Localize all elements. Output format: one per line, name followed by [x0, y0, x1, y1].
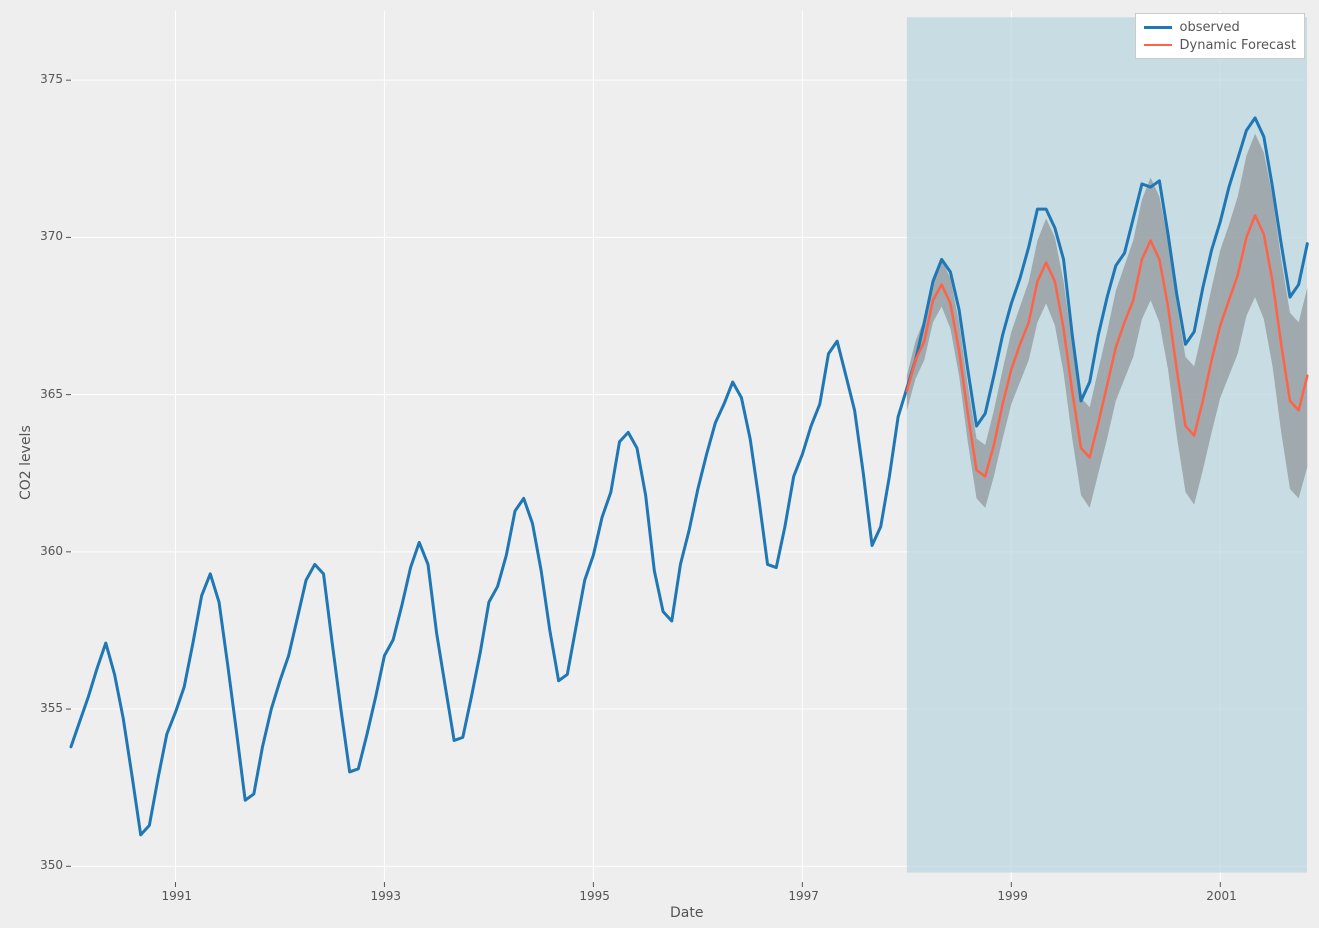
y-axis-label: CO2 levels: [18, 425, 34, 500]
x-tick-label: 1991: [161, 889, 192, 903]
y-tick-label: 350: [40, 858, 63, 872]
legend-item: Dynamic Forecast: [1144, 36, 1296, 54]
legend-label: observed: [1180, 20, 1240, 35]
y-tick-label: 370: [40, 229, 63, 243]
x-tick-label: 1995: [579, 889, 610, 903]
x-axis-label: Date: [670, 905, 703, 921]
legend-item: observed: [1144, 18, 1296, 36]
x-tick-label: 1997: [788, 889, 819, 903]
y-tick-label: 355: [40, 701, 63, 715]
x-tick-label: 2001: [1206, 889, 1237, 903]
legend-label: Dynamic Forecast: [1180, 38, 1296, 53]
y-tick-label: 360: [40, 544, 63, 558]
y-tick-label: 365: [40, 387, 63, 401]
legend-swatch: [1144, 26, 1172, 29]
chart-legend: observed Dynamic Forecast: [1135, 13, 1305, 59]
x-tick-label: 1993: [370, 889, 401, 903]
chart-svg: [0, 0, 1319, 928]
legend-swatch: [1144, 44, 1172, 46]
y-tick-label: 375: [40, 72, 63, 86]
x-tick-label: 1999: [997, 889, 1028, 903]
co2-chart: CO2 levels Date observed Dynamic Forecast…: [0, 0, 1319, 928]
forecast-shade: [907, 17, 1307, 872]
